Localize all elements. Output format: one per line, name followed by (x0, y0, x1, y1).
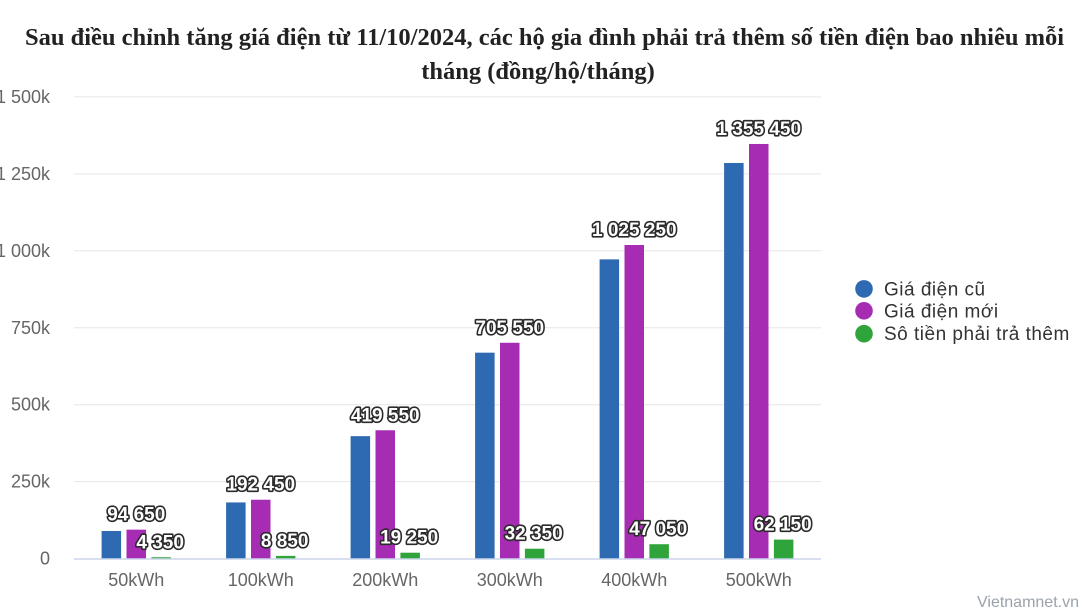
svg-text:1 250k: 1 250k (0, 164, 51, 184)
svg-text:705 550: 705 550 (475, 318, 544, 339)
svg-text:500kWh: 500kWh (726, 570, 792, 590)
svg-text:250k: 250k (11, 472, 51, 492)
svg-text:50kWh: 50kWh (108, 570, 164, 590)
svg-text:200kWh: 200kWh (352, 570, 418, 590)
svg-text:62 150: 62 150 (754, 515, 812, 536)
svg-text:tháng (đồng/hộ/tháng): tháng (đồng/hộ/tháng) (421, 58, 655, 85)
svg-text:300kWh: 300kWh (477, 570, 543, 590)
svg-text:Sô tiền phải trả thêm: Sô tiền phải trả thêm (884, 324, 1070, 345)
svg-text:750k: 750k (11, 318, 51, 338)
svg-text:32 350: 32 350 (505, 524, 563, 545)
svg-text:47 050: 47 050 (629, 519, 687, 540)
svg-text:Giá điện cũ: Giá điện cũ (884, 279, 986, 300)
svg-text:400kWh: 400kWh (601, 570, 667, 590)
svg-text:4 350: 4 350 (136, 532, 184, 553)
svg-text:1 355 450: 1 355 450 (716, 119, 801, 140)
svg-text:1 500k: 1 500k (0, 87, 51, 107)
svg-text:419 550: 419 550 (351, 405, 420, 426)
svg-text:0: 0 (40, 549, 50, 569)
svg-text:Giá điện mới: Giá điện mới (884, 301, 999, 322)
svg-text:Sau điều chỉnh tăng giá điện t: Sau điều chỉnh tăng giá điện từ 11/10/20… (25, 24, 1064, 51)
svg-text:8 850: 8 850 (261, 531, 309, 552)
svg-text:100kWh: 100kWh (228, 570, 294, 590)
svg-text:192 450: 192 450 (226, 475, 295, 496)
svg-text:Vietnamnet.vn: Vietnamnet.vn (977, 594, 1079, 611)
svg-text:19 250: 19 250 (380, 528, 438, 549)
svg-text:500k: 500k (11, 395, 51, 415)
svg-text:1 000k: 1 000k (0, 241, 51, 261)
svg-text:1 025 250: 1 025 250 (592, 220, 677, 241)
svg-text:94 650: 94 650 (107, 505, 165, 526)
